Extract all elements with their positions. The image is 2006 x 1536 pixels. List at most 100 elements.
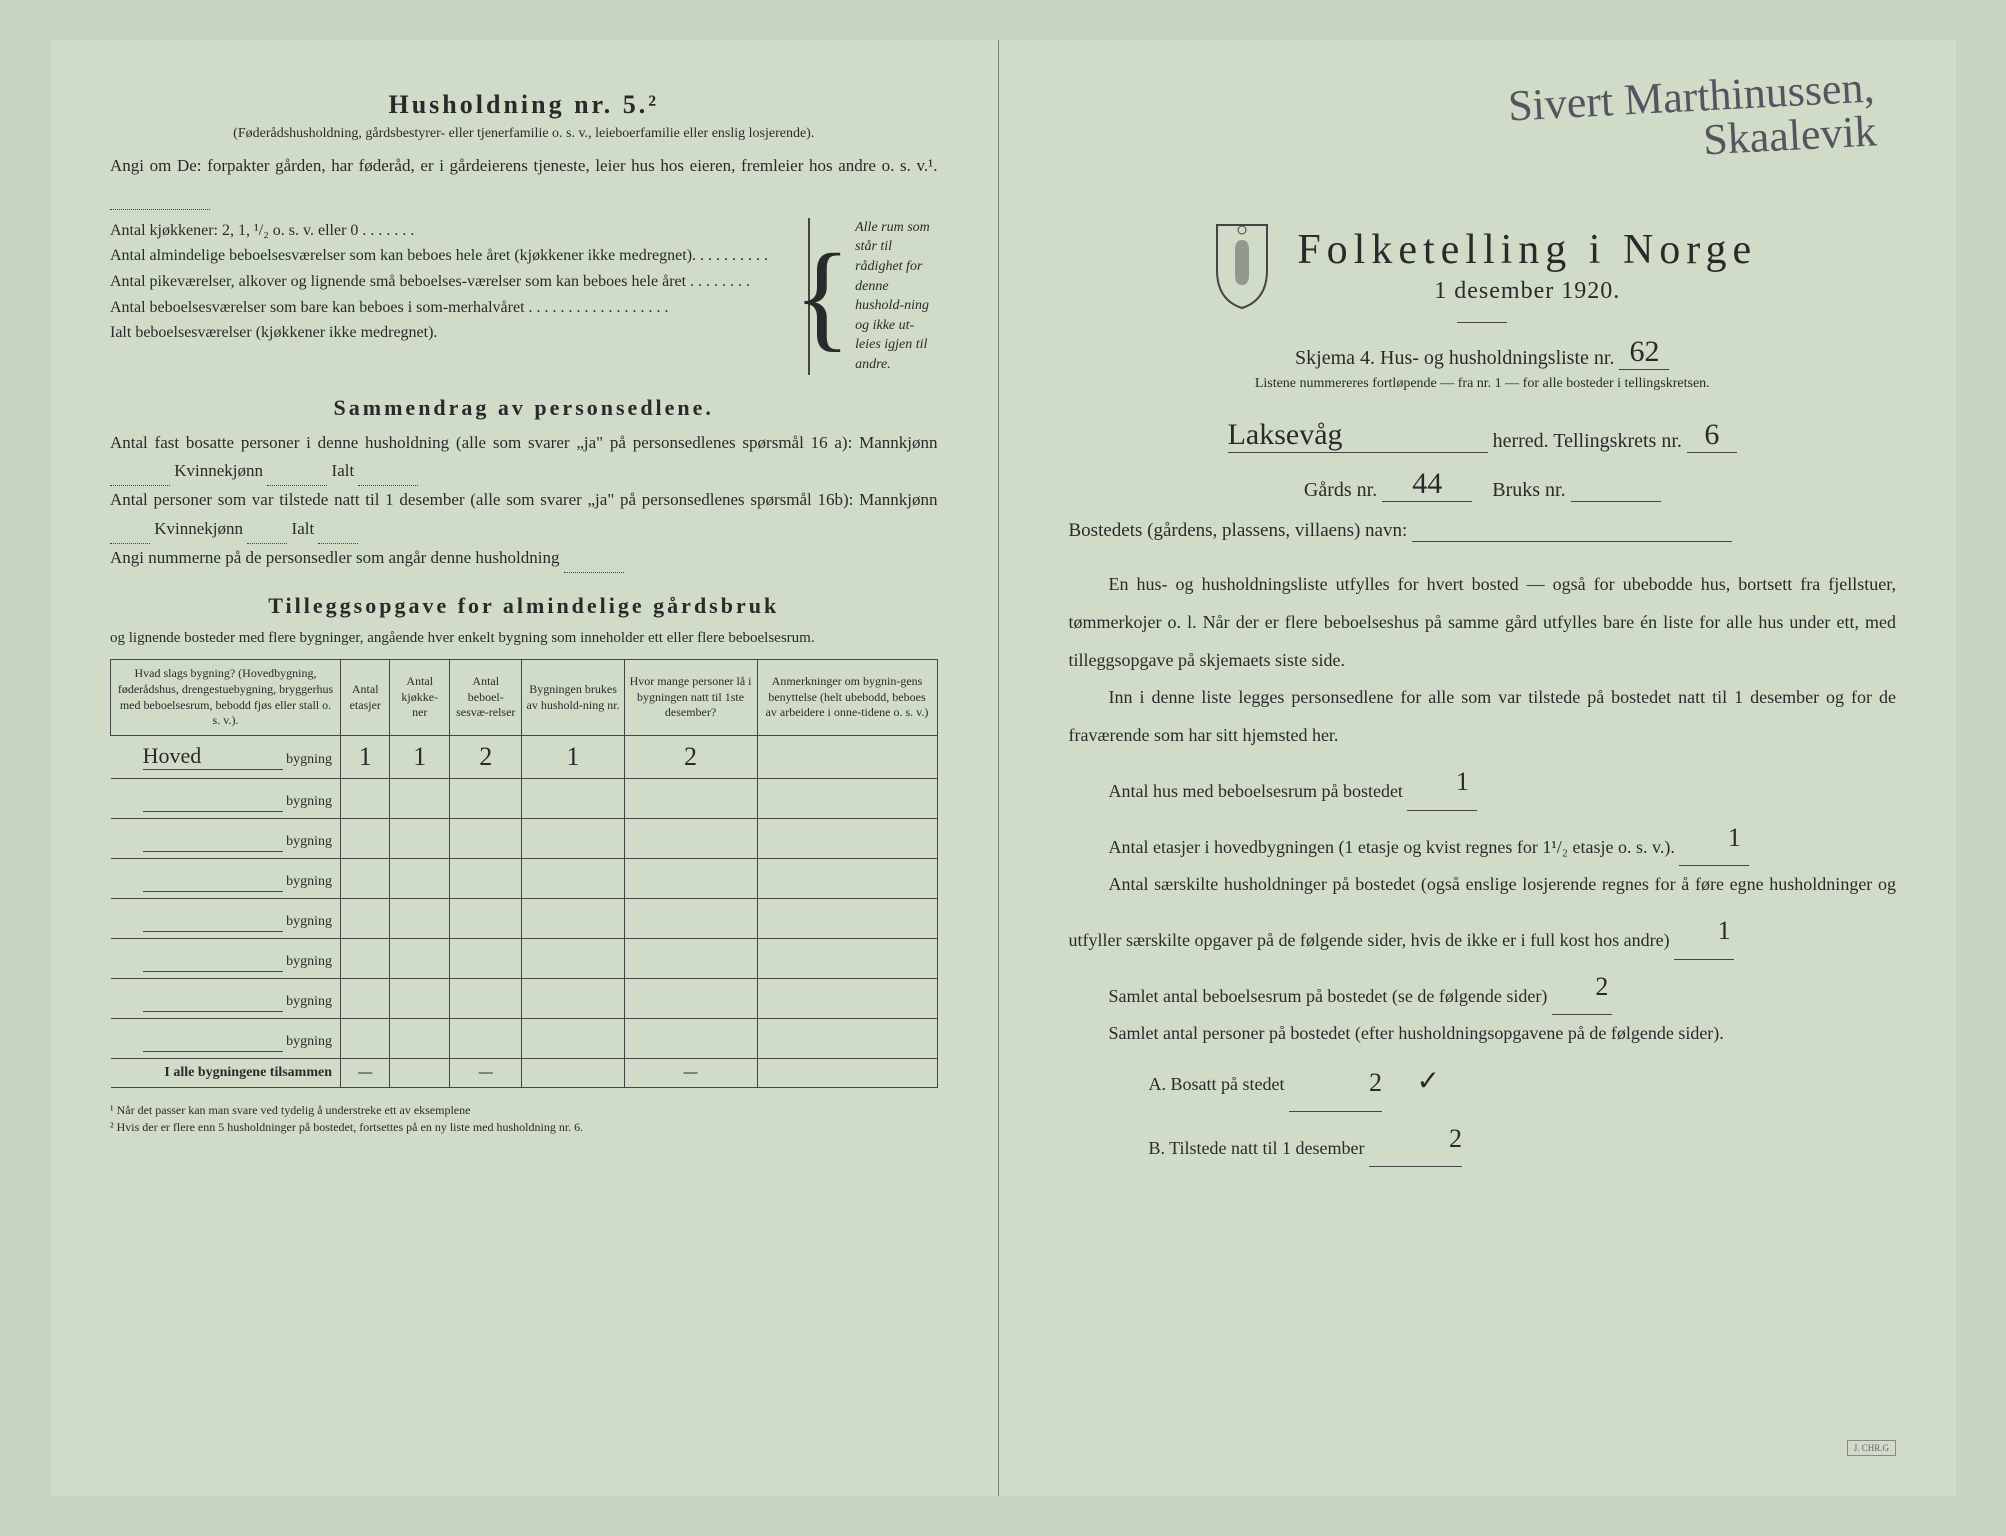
para1-text: Angi om De: forpakter gården, har føderå… (110, 156, 938, 175)
table-cell (390, 1018, 450, 1058)
table-cell (624, 1018, 757, 1058)
table-row: bygning (111, 778, 938, 818)
skjema-nr: 62 (1619, 335, 1669, 370)
table-cell (757, 898, 937, 938)
table-cell (341, 978, 390, 1018)
q3-val: 1 (1674, 904, 1734, 960)
qB-label: B. Tilstede natt til 1 desember (1149, 1138, 1365, 1158)
table-cell (757, 858, 937, 898)
qB-line: B. Tilstede natt til 1 desember 2 (1069, 1112, 1897, 1168)
q3-line: Antal særskilte husholdninger på bostede… (1069, 866, 1897, 959)
table-cell: 2 (624, 735, 757, 778)
th-6: Anmerkninger om bygnin-gens benyttelse (… (757, 660, 937, 735)
norway-crest-icon (1207, 220, 1277, 310)
left-para1: Angi om De: forpakter gården, har føderå… (110, 152, 938, 210)
table-cell (522, 898, 624, 938)
table-cell (450, 938, 522, 978)
total-cell (390, 1058, 450, 1087)
skjema-line: Skjema 4. Hus- og husholdningsliste nr. … (1069, 335, 1897, 370)
th-1: Antal etasjer (341, 660, 390, 735)
table-cell (450, 898, 522, 938)
table-row: bygning (111, 898, 938, 938)
right-para1: En hus- og husholdningsliste utfylles fo… (1069, 566, 1897, 679)
table-row: bygning (111, 858, 938, 898)
blank (358, 468, 418, 486)
buildings-table: Hvad slags bygning? (Hovedbygning, føder… (110, 659, 938, 1087)
table-cell (624, 938, 757, 978)
left-sub: (Føderådshusholdning, gårdsbestyrer- ell… (110, 126, 938, 142)
total-label: I alle bygningene tilsammen (111, 1058, 341, 1087)
qA-label: A. Bosatt på stedet (1149, 1074, 1285, 1094)
qA-line: A. Bosatt på stedet 2 ✓ (1069, 1053, 1897, 1112)
kvinne-label: Kvinnekjønn (174, 461, 263, 480)
q1-val: 1 (1407, 755, 1477, 811)
brace-text: Alle rum som står til rådighet for denne… (808, 218, 938, 375)
table-cell (390, 938, 450, 978)
right-body: En hus- og husholdningsliste utfylles fo… (1069, 566, 1897, 1167)
kitchen-line-0: Antal kjøkkener: 2, 1, ¹/₂ o. s. v. elle… (110, 218, 790, 244)
note-line: Listene nummereres fortløpende — fra nr.… (1069, 376, 1897, 392)
table-cell (390, 778, 450, 818)
table-cell (390, 978, 450, 1018)
table-cell (624, 898, 757, 938)
footnote-1: ¹ Når det passer kan man svare ved tydel… (110, 1102, 938, 1119)
table-cell (390, 818, 450, 858)
table-row: bygning (111, 1018, 938, 1058)
table-cell (757, 938, 937, 978)
table-cell (624, 978, 757, 1018)
ialt-label2: Ialt (292, 519, 315, 538)
table-cell (341, 858, 390, 898)
blank (318, 526, 358, 544)
herred-line: Laksevåg herred. Tellingskrets nr. 6 (1069, 418, 1897, 453)
bruks-label: Bruks nr. (1492, 479, 1565, 501)
table-header-row: Hvad slags bygning? (Hovedbygning, føder… (111, 660, 938, 735)
bruks-nr (1571, 501, 1661, 502)
hw-place: Skaalevik (1702, 106, 1878, 164)
table-cell (341, 938, 390, 978)
table-cell (450, 1018, 522, 1058)
kitchen-line-2: Antal pikeværelser, alkover og lignende … (110, 269, 790, 295)
main-title: Folketelling i Norge (1297, 226, 1757, 274)
table-cell (450, 978, 522, 1018)
herred-value: Laksevåg (1228, 418, 1488, 453)
krets-nr: 6 (1687, 418, 1737, 453)
blank (247, 526, 287, 544)
table-cell (390, 898, 450, 938)
blank (110, 526, 150, 544)
total-cell: — (341, 1058, 390, 1087)
table-cell (624, 818, 757, 858)
row-label-cell: Hoved bygning (111, 735, 341, 778)
table-cell (624, 778, 757, 818)
printer-stamp: J. CHR.G (1847, 1440, 1896, 1456)
divider (1457, 322, 1507, 323)
table-cell (757, 1018, 937, 1058)
blank (564, 555, 624, 573)
table-cell (757, 778, 937, 818)
q2-label: Antal etasjer i hovedbygningen (1 etasje… (1109, 836, 1675, 856)
q2-val: 1 (1679, 811, 1749, 867)
summary-title: Sammendrag av personsedlene. (110, 395, 938, 421)
kitchen-left: Antal kjøkkener: 2, 1, ¹/₂ o. s. v. elle… (110, 218, 790, 375)
tillegg-title: Tilleggsopgave for almindelige gårdsbruk (110, 593, 938, 619)
summary-body: Antal fast bosatte personer i denne hush… (110, 429, 938, 573)
table-cell (757, 978, 937, 1018)
row-label-cell: bygning (111, 898, 341, 938)
q1-label: Antal hus med beboelsesrum på bostedet (1109, 781, 1403, 801)
ialt-label: Ialt (332, 461, 355, 480)
row-label-cell: bygning (111, 938, 341, 978)
row-label-cell: bygning (111, 858, 341, 898)
table-cell (522, 778, 624, 818)
table-cell (450, 858, 522, 898)
table-row: bygning (111, 938, 938, 978)
row-label-cell: bygning (111, 778, 341, 818)
total-cell: — (450, 1058, 522, 1087)
kvinne-label2: Kvinnekjønn (154, 519, 243, 538)
table-cell (341, 778, 390, 818)
q3-label: Antal særskilte husholdninger på bostede… (1069, 874, 1897, 950)
fill-blank (110, 192, 210, 210)
kitchen-line-3: Antal beboelsesværelser som bare kan beb… (110, 295, 790, 321)
th-3: Antal beboel-sesvæ-relser (450, 660, 522, 735)
main-title-wrap: Folketelling i Norge 1 desember 1920. (1297, 226, 1757, 305)
summary-p1: Antal fast bosatte personer i denne hush… (110, 433, 938, 452)
summary-p2: Antal personer som var tilstede natt til… (110, 490, 938, 509)
